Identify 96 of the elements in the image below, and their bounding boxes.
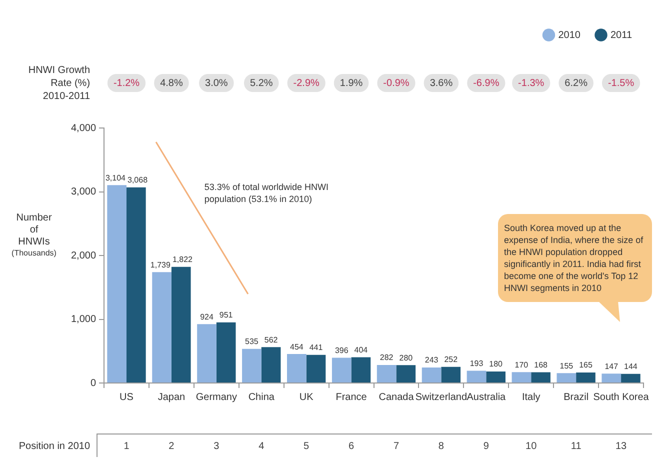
bar (107, 185, 127, 382)
y-tick-label: 2,000 (70, 250, 96, 262)
text: -6.9% (473, 78, 500, 89)
y-tick-label: 3,000 (70, 186, 96, 198)
text: -1.2% (113, 78, 140, 89)
bar (422, 368, 442, 382)
bar (512, 372, 532, 382)
bar (602, 374, 622, 382)
bar (556, 373, 576, 382)
text: 7 (393, 440, 400, 452)
x-tick-label: Canada (378, 392, 414, 403)
bar (621, 374, 640, 382)
data-label: 280 (399, 353, 414, 362)
bar (171, 266, 191, 382)
text: -2.9% (293, 78, 320, 89)
text: 3 (214, 440, 220, 452)
data-label: 168 (534, 360, 548, 370)
bar (197, 324, 216, 382)
text: 3.0% (205, 78, 228, 89)
bar (466, 370, 486, 382)
bar (152, 272, 172, 382)
y-axis-title: Number of HNWIs (Thousands) (12, 212, 57, 258)
text: 10 (526, 440, 538, 452)
data-label: 404 (354, 345, 368, 354)
x-tick-label: Japan (158, 392, 186, 403)
data-label: 147 (604, 362, 619, 371)
x-tick-label: US (120, 392, 134, 403)
data-label: 3,068 (127, 176, 148, 185)
text: HNWI Growth Rate (%) 2010-2011 (28, 64, 90, 102)
x-tick-label: Australia (466, 392, 506, 403)
y-tick-label: 4,000 (70, 122, 96, 134)
legend-label: 2010 (558, 30, 581, 41)
y-tick-label: 1,000 (70, 314, 96, 325)
data-label: 562 (264, 335, 278, 344)
text: 6.2% (564, 78, 588, 89)
x-tick-label: Brazil (564, 392, 589, 403)
bar (376, 365, 396, 382)
x-tick-label: Italy (522, 392, 540, 403)
data-label: 924 (200, 312, 214, 322)
text: 1.9% (340, 78, 363, 89)
data-label: 243 (424, 356, 439, 365)
data-label: 1,739 (150, 260, 172, 270)
text: 4.8% (160, 78, 183, 89)
text: 3.6% (430, 78, 453, 89)
text: 6 (348, 440, 355, 452)
data-label: 3,104 (105, 173, 126, 182)
x-tick-label: France (336, 392, 368, 403)
data-label: 396 (334, 346, 349, 355)
text: 5 (304, 440, 310, 452)
data-label: 1,822 (172, 255, 194, 264)
bar (287, 354, 306, 382)
text: 13 (615, 440, 628, 452)
y-tick-label: 0 (90, 378, 96, 389)
annotation: South Korea moved up at the expense of India, where the size of the HNWI population dropped significantly in 2011. India had first become one of the world's Top 12 HNWI segments in 2010 (504, 223, 644, 293)
data-label: 282 (380, 353, 394, 362)
text: 2 (168, 440, 175, 452)
bar (486, 372, 506, 382)
data-label: 252 (444, 355, 458, 364)
bar (216, 322, 236, 382)
bar (126, 187, 146, 382)
text: 1 (124, 440, 130, 452)
text: 4 (258, 440, 265, 452)
x-tick-label: UK (299, 392, 314, 403)
annotation: 53.3% of total worldwide HNWI population (53.1% in 2010) (204, 182, 328, 204)
data-label: 155 (560, 361, 574, 370)
text: -0.9% (383, 78, 410, 89)
bar (441, 366, 461, 382)
x-tick-label: South Korea (593, 392, 650, 403)
bar (306, 354, 326, 382)
data-label: 180 (489, 360, 504, 369)
text: 8 (438, 440, 444, 452)
bar (261, 347, 281, 382)
bar (396, 365, 416, 382)
data-label: 144 (624, 362, 638, 372)
bar (242, 348, 262, 382)
bar (351, 357, 371, 382)
x-tick-label: Switzerland (415, 392, 468, 403)
data-label: 165 (579, 360, 593, 370)
text: 11 (570, 440, 582, 452)
bar (576, 372, 596, 382)
data-label: 170 (514, 360, 529, 370)
text: 5.2% (250, 78, 273, 89)
x-tick-label: China (248, 392, 275, 403)
text: Position in 2010 (18, 440, 90, 452)
text: 9 (483, 440, 490, 452)
data-label: 193 (470, 358, 484, 368)
data-label: 951 (219, 310, 234, 320)
bar (531, 372, 550, 382)
data-label: 535 (245, 337, 259, 346)
text: -1.5% (608, 78, 634, 89)
x-tick-label: Germany (196, 392, 237, 403)
data-label: 441 (309, 343, 324, 352)
bar (332, 358, 352, 382)
legend-label: 2011 (610, 30, 632, 41)
data-label: 454 (290, 342, 304, 352)
text: -1.3% (518, 78, 544, 89)
